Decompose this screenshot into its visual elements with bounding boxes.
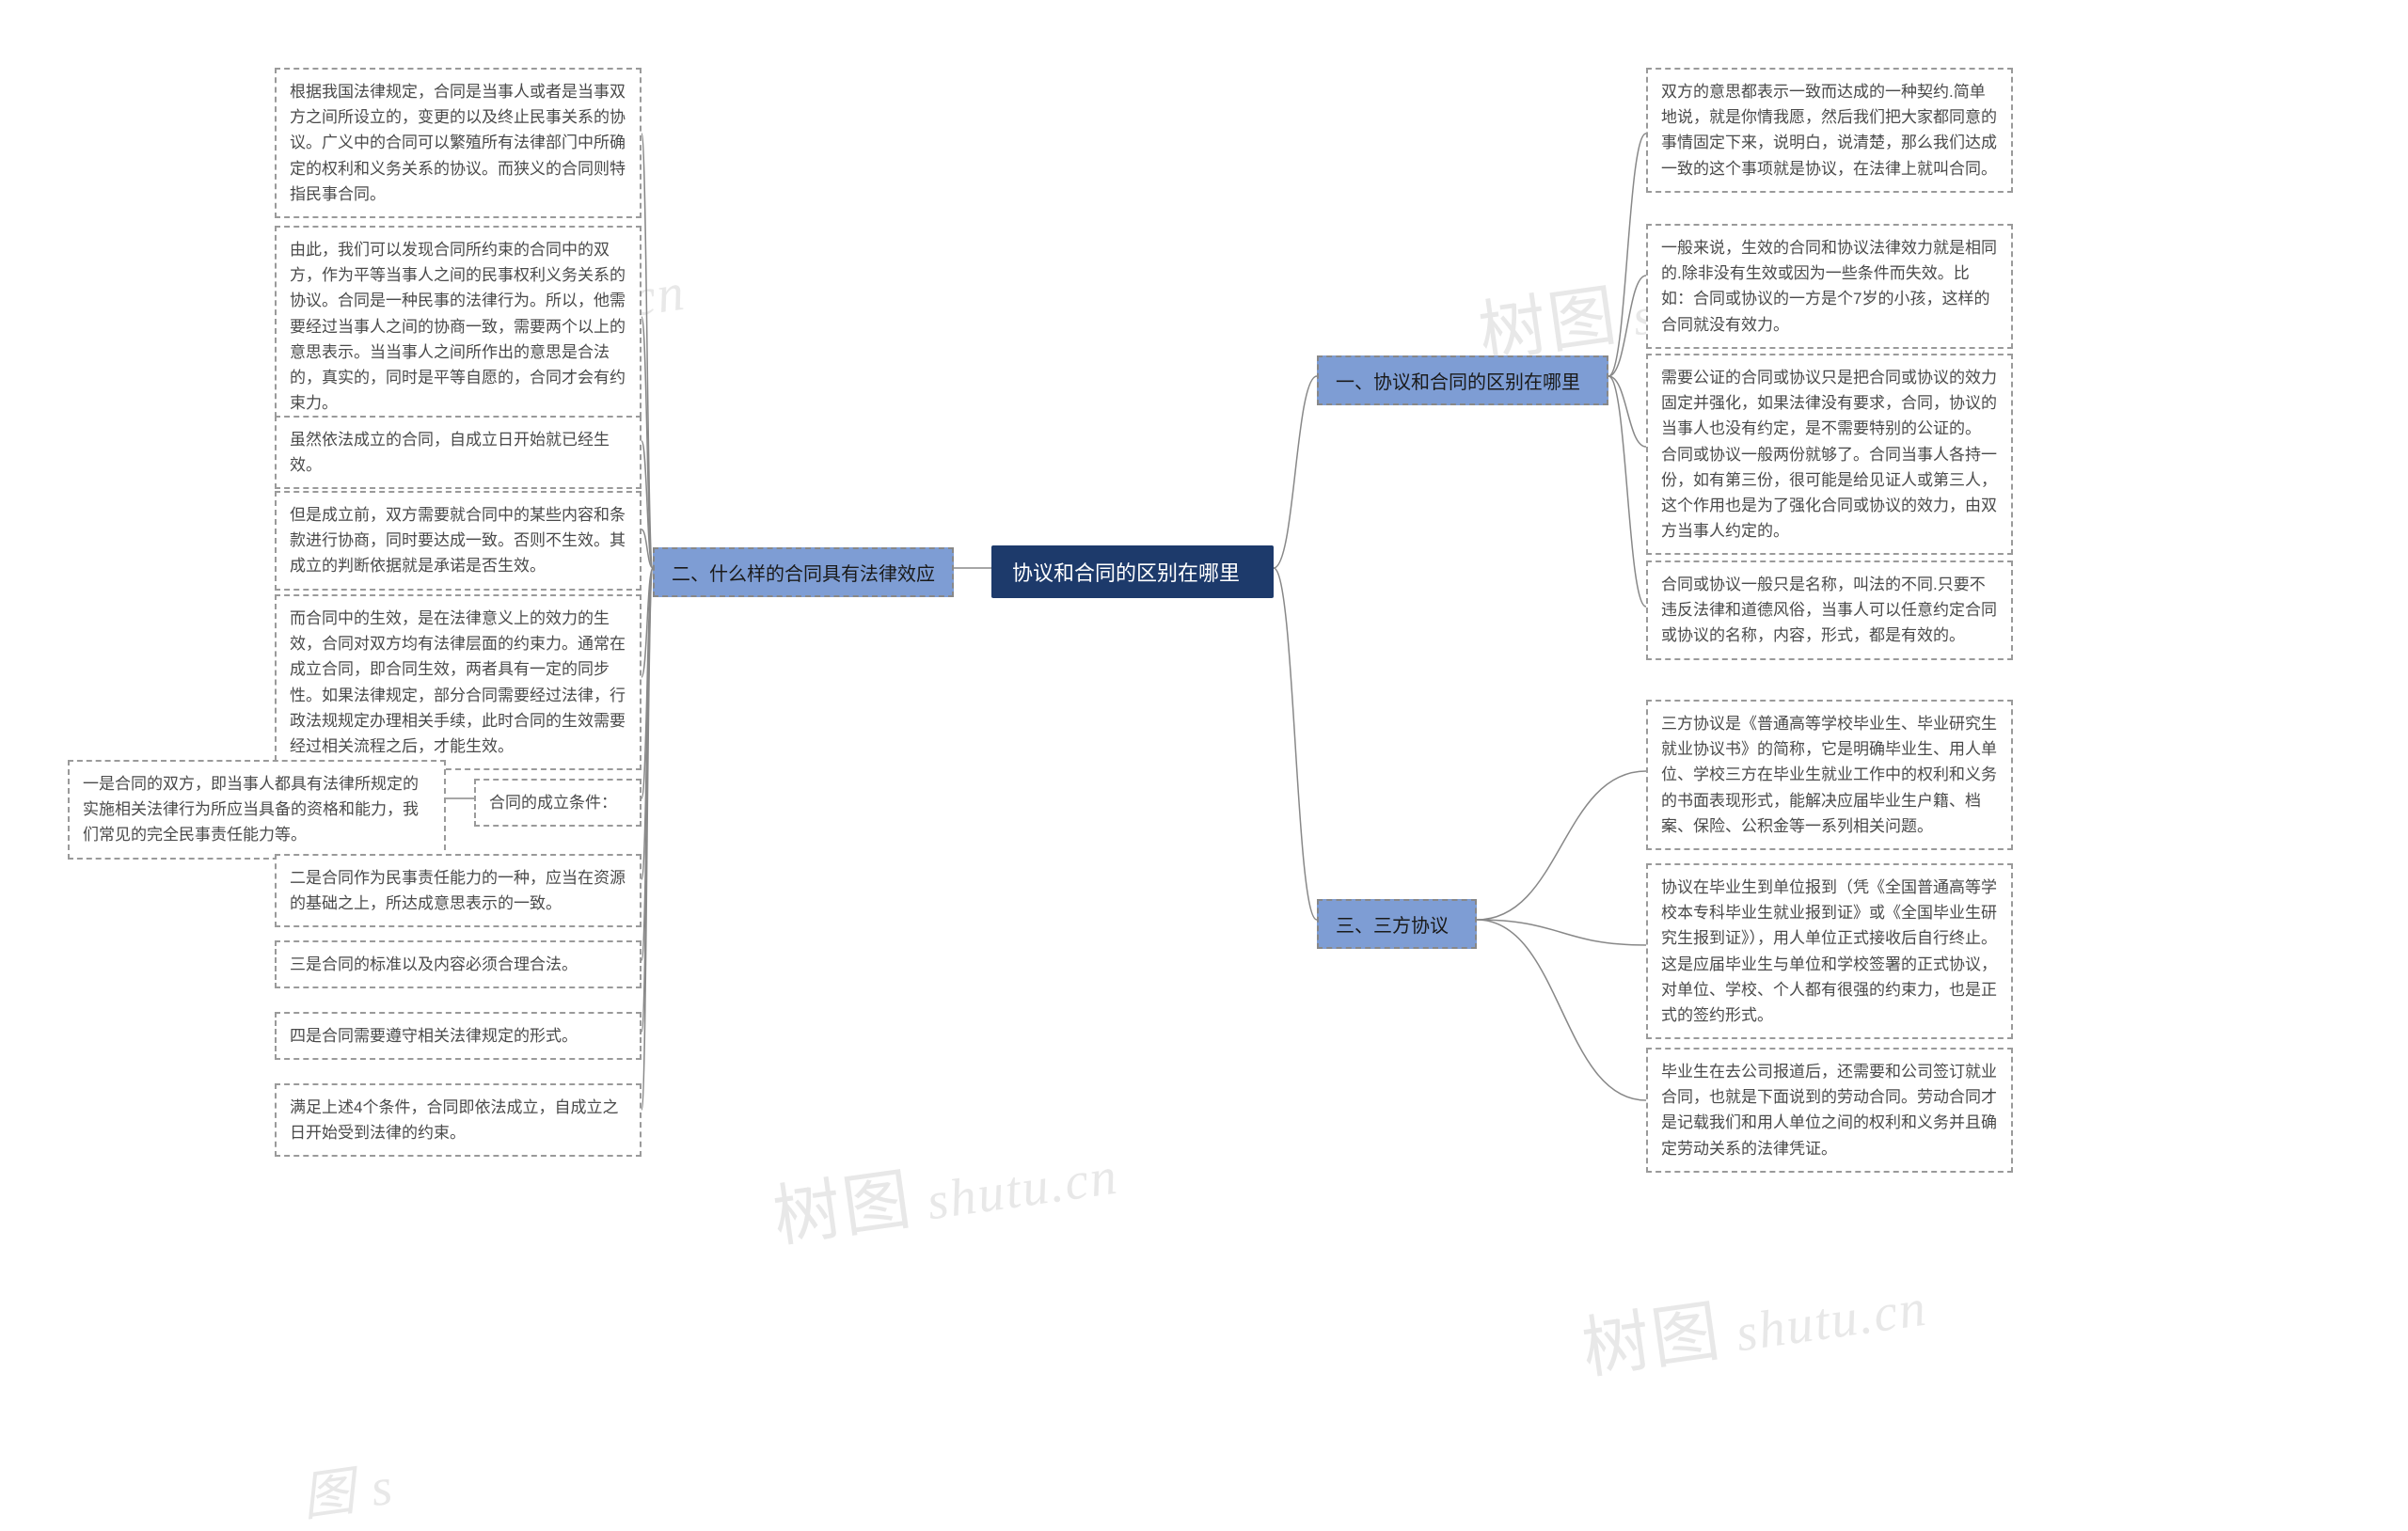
leaf-node: 协议在毕业生到单位报到（凭《全国普通高等学校本专科毕业生就业报到证》或《全国毕业… [1646,863,2013,1039]
leaf-node: 二是合同作为民事责任能力的一种，应当在资源的基础之上，所达成意思表示的一致。 [275,854,642,927]
branch-node-2: 二、什么样的合同具有法律效应 [653,547,954,597]
leaf-node: 而合同中的生效，是在法律意义上的效力的生效，合同对双方均有法律层面的约束力。通常… [275,594,642,770]
leaf-node: 满足上述4个条件，合同即依法成立，自成立之日开始受到法律的约束。 [275,1083,642,1157]
root-node: 协议和合同的区别在哪里 [991,545,1274,598]
leaf-node: 需要公证的合同或协议只是把合同或协议的效力固定并强化，如果法律没有要求，合同，协… [1646,354,2013,555]
leaf-node: 一般来说，生效的合同和协议法律效力就是相同的.除非没有生效或因为一些条件而失效。… [1646,224,2013,349]
leaf-node: 三是合同的标准以及内容必须合理合法。 [275,940,642,988]
leaf-node: 一是合同的双方，即当事人都具有法律所规定的实施相关法律行为所应当具备的资格和能力… [68,760,446,860]
leaf-node: 合同或协议一般只是名称，叫法的不同.只要不违反法律和道德风俗，当事人可以任意约定… [1646,560,2013,660]
leaf-node: 四是合同需要遵守相关法律规定的形式。 [275,1012,642,1060]
leaf-node: 毕业生在去公司报道后，还需要和公司签订就业合同，也就是下面说到的劳动合同。劳动合… [1646,1048,2013,1173]
watermark-4: 树图 shutu.cn [1575,1246,1931,1392]
leaf-node: 三方协议是《普通高等学校毕业生、毕业研究生就业协议书》的简称，它是明确毕业生、用… [1646,700,2013,850]
leaf-node: 由此，我们可以发现合同所约束的合同中的双方，作为平等当事人之间的民事权利义务关系… [275,226,642,427]
leaf-node: 双方的意思都表示一致而达成的一种契约.简单地说，就是你情我愿，然后我们把大家都同… [1646,68,2013,193]
branch-node-3: 三、三方协议 [1317,899,1477,949]
leaf-node: 虽然依法成立的合同，自成立日开始就已经生效。 [275,416,642,489]
leaf-node: 但是成立前，双方需要就合同中的某些内容和条款进行协商，同时要达成一致。否则不生效… [275,491,642,591]
leaf-node: 根据我国法律规定，合同是当事人或者是当事双方之间所设立的，变更的以及终止民事关系… [275,68,642,218]
branch-node-1: 一、协议和合同的区别在哪里 [1317,355,1608,405]
leaf-node: 合同的成立条件： [474,779,642,827]
watermark-3: 树图 shutu.cn [766,1114,1122,1260]
watermark-5: 图 s [296,1443,398,1531]
